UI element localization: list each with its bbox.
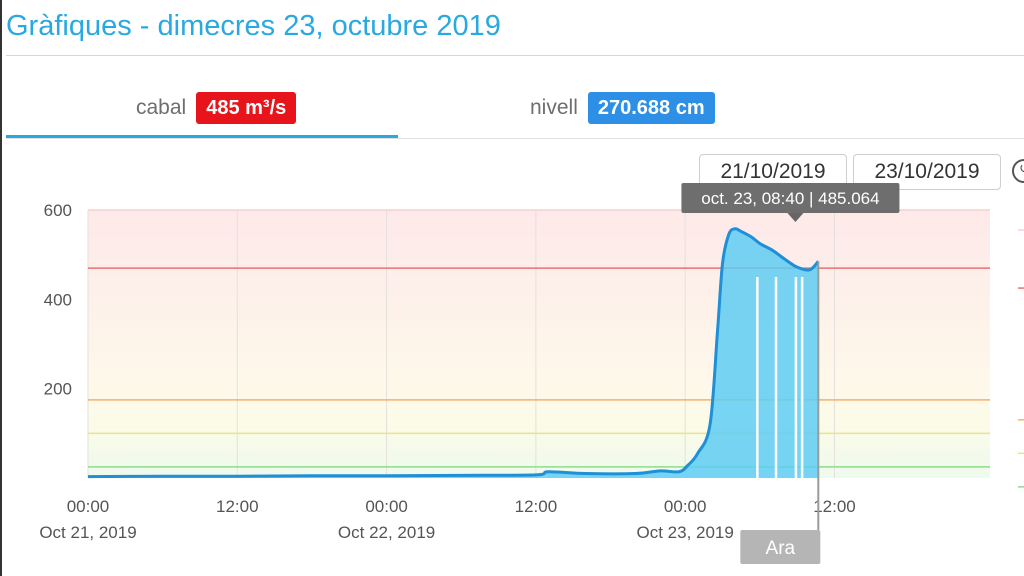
y-tick-label: 200 bbox=[44, 380, 72, 399]
y-tick-label: 400 bbox=[44, 290, 72, 309]
tab-nivell-label: nivell bbox=[530, 96, 578, 119]
x-tick-sublabel: Oct 21, 2019 bbox=[39, 523, 136, 542]
x-tick-label: 12:00 bbox=[813, 497, 856, 516]
plot-background bbox=[88, 210, 990, 478]
title-divider bbox=[6, 55, 1024, 56]
tab-nivell[interactable]: nivell 270.688 cm bbox=[530, 92, 715, 124]
cabal-value-badge: 485 m³/s bbox=[196, 92, 297, 124]
now-marker-label: Ara bbox=[766, 538, 796, 559]
x-tick-sublabel: Oct 23, 2019 bbox=[637, 523, 734, 542]
tabs-divider bbox=[6, 138, 1024, 139]
x-tick-label: 00:00 bbox=[67, 497, 110, 516]
date-to-button[interactable]: 23/10/2019 bbox=[853, 154, 1001, 190]
tooltip-text: oct. 23, 08:40 | 485.064 bbox=[701, 189, 879, 208]
series-area bbox=[88, 228, 819, 478]
tab-cabal[interactable]: cabal 485 m³/s bbox=[136, 92, 297, 124]
x-tick-sublabel: Oct 22, 2019 bbox=[338, 523, 435, 542]
x-tick-label: 00:00 bbox=[664, 497, 707, 516]
tooltip-pointer bbox=[787, 213, 804, 222]
tooltip-box bbox=[681, 183, 900, 213]
tab-cabal-label: cabal bbox=[136, 96, 187, 119]
x-tick-label: 12:00 bbox=[515, 497, 558, 516]
y-tick-label: 600 bbox=[44, 201, 72, 220]
active-tab-indicator bbox=[6, 135, 398, 138]
x-tick-label: 12:00 bbox=[216, 497, 259, 516]
x-tick-label: 00:00 bbox=[365, 497, 408, 516]
window-edge bbox=[0, 0, 2, 576]
now-marker-badge bbox=[740, 530, 821, 564]
nivell-value-badge: 270.688 cm bbox=[587, 92, 715, 124]
page-title: Gràfiques - dimecres 23, octubre 2019 bbox=[6, 10, 501, 42]
